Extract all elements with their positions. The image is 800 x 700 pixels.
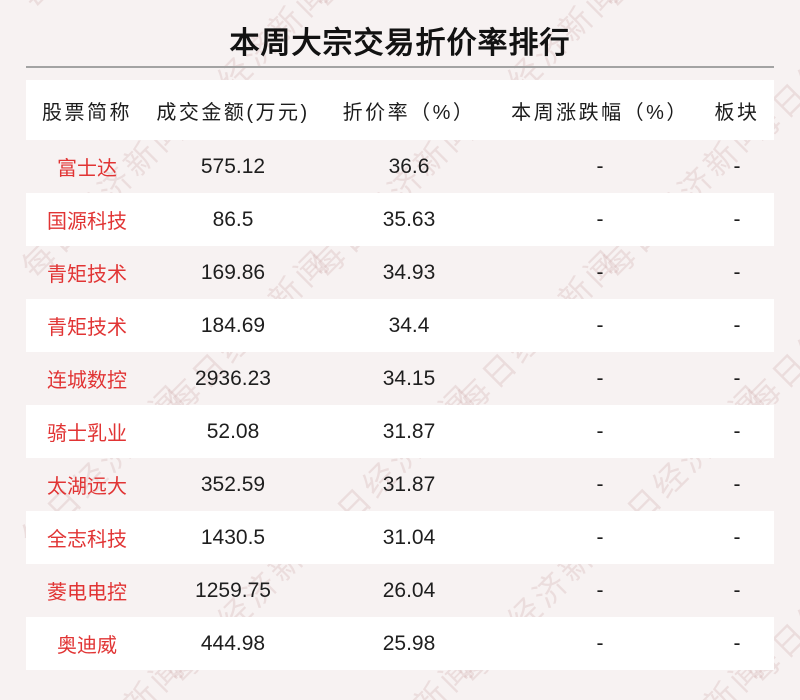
stock-name-cell: 富士达 [57, 158, 117, 180]
amount-cell: 86.5 [212, 207, 254, 231]
header-sector: 板块 [714, 101, 760, 124]
discount-rate-cell: 31.87 [382, 472, 436, 496]
amount-cell: 2936.23 [195, 366, 271, 390]
weekly-change-cell: - [596, 525, 604, 549]
stock-name-cell: 青矩技术 [47, 317, 127, 339]
table-row: 国源科技 86.5 35.63 - - [26, 193, 774, 246]
header-stock-name: 股票简称 [42, 101, 132, 124]
sector-cell: - [733, 631, 741, 655]
amount-cell: 169.86 [200, 260, 266, 284]
table-row: 富士达 575.12 36.6 - - [26, 140, 774, 193]
amount-cell: 352.59 [200, 472, 266, 496]
amount-cell: 1259.75 [195, 578, 271, 602]
sector-cell: - [733, 472, 741, 496]
weekly-change-cell: - [596, 154, 604, 178]
weekly-change-cell: - [596, 313, 604, 337]
discount-rate-cell: 25.98 [382, 631, 436, 655]
table-row: 青矩技术 169.86 34.93 - - [26, 246, 774, 299]
discount-rate-cell: 26.04 [382, 578, 436, 602]
header-turnover-amount: 成交金额(万元) [156, 101, 310, 124]
discount-rate-cell: 31.04 [382, 525, 436, 549]
table-row: 青矩技术 184.69 34.4 - - [26, 299, 774, 352]
stock-name-cell: 太湖远大 [47, 476, 127, 498]
weekly-change-cell: - [596, 366, 604, 390]
discount-rate-cell: 35.63 [382, 207, 436, 231]
weekly-change-cell: - [596, 472, 604, 496]
table-row: 菱电电控 1259.75 26.04 - - [26, 564, 774, 617]
stock-name-cell: 骑士乳业 [47, 423, 127, 445]
stock-name-cell: 奥迪威 [57, 635, 117, 657]
weekly-change-cell: - [596, 631, 604, 655]
amount-cell: 575.12 [200, 154, 266, 178]
sector-cell: - [733, 366, 741, 390]
sector-cell: - [733, 578, 741, 602]
table-row: 全志科技 1430.5 31.04 - - [26, 511, 774, 564]
table-row: 奥迪威 444.98 25.98 - - [26, 617, 774, 670]
weekly-change-cell: - [596, 260, 604, 284]
watermark-text: 每日经济新闻 [10, 0, 195, 18]
table-header-row: 股票简称 成交金额(万元) 折价率（%） 本周涨跌幅（%） 板块 [26, 80, 774, 140]
header-discount-rate: 折价率（%） [342, 101, 476, 124]
discount-rate-cell: 36.6 [388, 154, 430, 178]
stock-name-cell: 菱电电控 [47, 582, 127, 604]
sector-cell: - [733, 207, 741, 231]
sector-cell: - [733, 525, 741, 549]
weekly-change-cell: - [596, 419, 604, 443]
discount-ranking-table: 股票简称 成交金额(万元) 折价率（%） 本周涨跌幅（%） 板块 富士达 575.… [26, 80, 774, 670]
discount-rate-cell: 34.93 [382, 260, 436, 284]
watermark-text: 每日经济新闻 [300, 0, 485, 18]
watermark-text: 每日经济新闻 [590, 0, 775, 18]
discount-rate-cell: 34.4 [388, 313, 430, 337]
stock-name-cell: 连城数控 [47, 370, 127, 392]
table-row: 连城数控 2936.23 34.15 - - [26, 352, 774, 405]
title-divider [26, 66, 774, 68]
table-row: 太湖远大 352.59 31.87 - - [26, 458, 774, 511]
discount-rate-cell: 31.87 [382, 419, 436, 443]
amount-cell: 184.69 [200, 313, 266, 337]
stock-name-cell: 青矩技术 [47, 264, 127, 286]
discount-rate-cell: 34.15 [382, 366, 436, 390]
table-row: 骑士乳业 52.08 31.87 - - [26, 405, 774, 458]
weekly-change-cell: - [596, 207, 604, 231]
amount-cell: 1430.5 [200, 525, 266, 549]
amount-cell: 444.98 [200, 631, 266, 655]
header-weekly-change: 本周涨跌幅（%） [511, 101, 689, 124]
table-body: 富士达 575.12 36.6 - - 国源科技 86.5 35.63 - - 青矩技术 169.86… [26, 140, 774, 670]
page-title: 本周大宗交易折价率排行 [229, 27, 571, 60]
stock-name-cell: 国源科技 [47, 211, 127, 233]
stock-name-cell: 全志科技 [47, 529, 127, 551]
sector-cell: - [733, 154, 741, 178]
sector-cell: - [733, 313, 741, 337]
sector-cell: - [733, 419, 741, 443]
weekly-change-cell: - [596, 578, 604, 602]
sector-cell: - [733, 260, 741, 284]
amount-cell: 52.08 [206, 419, 260, 443]
